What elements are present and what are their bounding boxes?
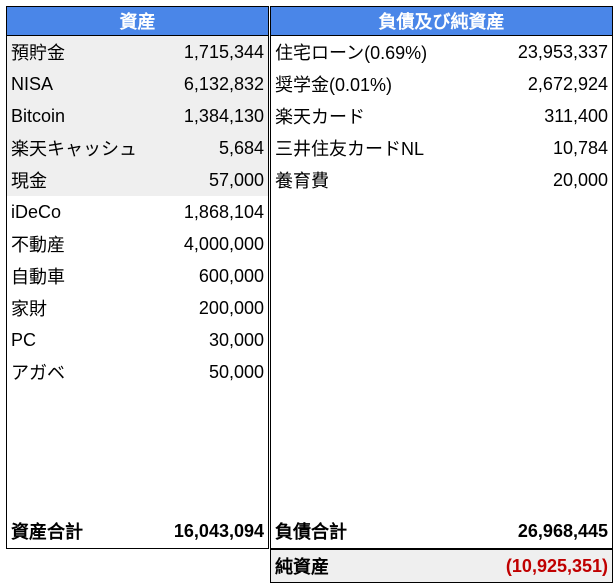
liabilities-total-value: 26,968,445: [517, 520, 608, 541]
liabilities-row-value: 2,672,924: [527, 73, 608, 94]
assets-row-value: 50,000: [208, 361, 264, 382]
assets-row-label: NISA: [11, 73, 54, 94]
assets-row-label: 預貯金: [11, 43, 65, 63]
assets-row[interactable]: Bitcoin 1,384,130: [7, 100, 268, 132]
assets-row-label: 現金: [11, 171, 47, 191]
net-assets-label: 純資産: [275, 557, 329, 577]
liabilities-row[interactable]: 楽天カード 311,400: [271, 100, 612, 132]
liabilities-total-label: 負債合計: [275, 522, 347, 542]
assets-row-label: アガベ: [11, 363, 65, 383]
assets-row[interactable]: 家財 200,000: [7, 292, 268, 324]
assets-total-row[interactable]: 資産合計 16,043,094: [7, 514, 268, 548]
liabilities-body: 住宅ローン(0.69%) 23,953,337 奨学金(0.01%) 2,672,92…: [270, 36, 613, 549]
assets-row[interactable]: NISA 6,132,832: [7, 68, 268, 100]
liabilities-row-label: 三井住友カードNL: [275, 139, 425, 159]
assets-row[interactable]: PC 30,000: [7, 324, 268, 356]
assets-row[interactable]: 現金 57,000: [7, 164, 268, 196]
assets-row-label: 不動産: [11, 235, 65, 255]
assets-row-value: 1,868,104: [183, 201, 264, 222]
liabilities-column: 負債及び純資産 住宅ローン(0.69%) 23,953,337 奨学金(0.01%)…: [270, 6, 613, 549]
assets-row-value: 200,000: [198, 297, 264, 318]
assets-row-value: 30,000: [208, 329, 264, 350]
assets-column: 資産 預貯金 1,715,344 NISA 6,132,832 Bitcoin 1,384…: [6, 6, 269, 549]
liabilities-row-label: 奨学金(0.01%): [275, 75, 393, 95]
assets-row-label: 自動車: [11, 267, 65, 287]
assets-row-value: 5,684: [218, 137, 264, 158]
liabilities-row-value: 23,953,337: [517, 41, 608, 62]
assets-row[interactable]: iDeCo 1,868,104: [7, 196, 268, 228]
liabilities-total-row[interactable]: 負債合計 26,968,445: [271, 514, 612, 548]
liabilities-row-value: 20,000: [552, 169, 608, 190]
liabilities-header[interactable]: 負債及び純資産: [270, 6, 613, 36]
liabilities-row-label: 住宅ローン(0.69%): [275, 43, 428, 63]
assets-header[interactable]: 資産: [6, 6, 269, 36]
assets-row-value: 57,000: [208, 169, 264, 190]
assets-total-label: 資産合計: [11, 522, 83, 542]
liabilities-row[interactable]: 住宅ローン(0.69%) 23,953,337: [271, 36, 612, 68]
assets-body: 預貯金 1,715,344 NISA 6,132,832 Bitcoin 1,384,13…: [6, 36, 269, 549]
assets-row-value: 1,715,344: [183, 41, 264, 62]
liabilities-row-label: 楽天カード: [275, 107, 365, 127]
assets-row-value: 1,384,130: [183, 105, 264, 126]
net-assets-value: (10,925,351): [505, 555, 608, 576]
liabilities-row-value: 10,784: [552, 137, 608, 158]
assets-row[interactable]: 楽天キャッシュ 5,684: [7, 132, 268, 164]
assets-row[interactable]: アガベ 50,000: [7, 356, 268, 388]
assets-row[interactable]: 預貯金 1,715,344: [7, 36, 268, 68]
assets-row-label: PC: [11, 329, 37, 350]
liabilities-row[interactable]: 奨学金(0.01%) 2,672,924: [271, 68, 612, 100]
assets-row-label: 家財: [11, 299, 47, 319]
assets-row-value: 4,000,000: [183, 233, 264, 254]
assets-row-label: iDeCo: [11, 201, 62, 222]
liabilities-row[interactable]: 三井住友カードNL 10,784: [271, 132, 612, 164]
assets-total-value: 16,043,094: [173, 520, 264, 541]
assets-row-label: 楽天キャッシュ: [11, 139, 137, 159]
liabilities-row-value: 311,400: [544, 105, 608, 126]
assets-row-label: Bitcoin: [11, 105, 66, 126]
liabilities-row[interactable]: 養育費 20,000: [271, 164, 612, 196]
liabilities-row-label: 養育費: [275, 171, 329, 191]
assets-row-value: 6,132,832: [183, 73, 264, 94]
assets-row-value: 600,000: [198, 265, 264, 286]
assets-row[interactable]: 自動車 600,000: [7, 260, 268, 292]
assets-row[interactable]: 不動産 4,000,000: [7, 228, 268, 260]
net-assets-row[interactable]: 純資産 (10,925,351): [270, 549, 613, 583]
